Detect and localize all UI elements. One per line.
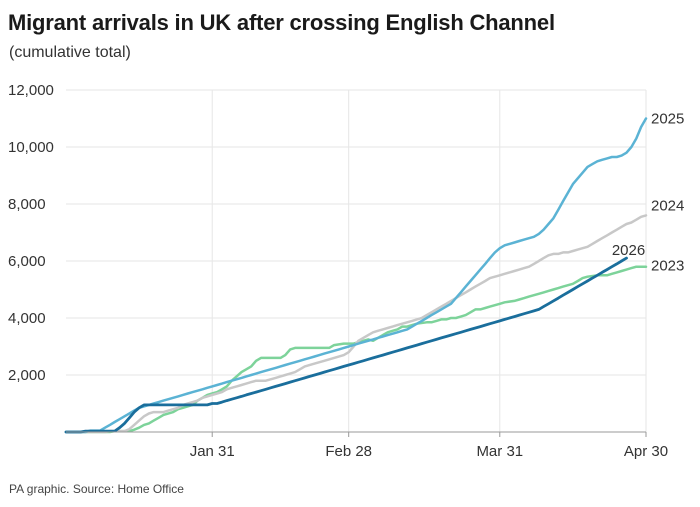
x-tick-label: Feb 28	[325, 443, 372, 460]
x-tick-label: Jan 31	[190, 443, 235, 460]
series-line-2024	[64, 214, 648, 434]
series-line-2026	[64, 256, 628, 434]
series-lines	[64, 117, 648, 434]
series-labels: 2023 2024 2025 2026	[612, 111, 685, 275]
chart-title: Migrant arrivals in UK after crossing En…	[8, 10, 555, 35]
source-note: PA graphic. Source: Home Office	[9, 482, 184, 496]
x-tick-label: Mar 31	[476, 443, 523, 460]
series-label-2026: 2026	[612, 242, 645, 259]
y-tick-label: 4,000	[8, 310, 46, 327]
y-tick-label: 2,000	[8, 367, 46, 384]
x-tick-label: Apr 30	[624, 443, 668, 460]
series-line-2025	[64, 117, 648, 434]
series-label-2023: 2023	[651, 258, 684, 275]
y-tick-label: 10,000	[8, 139, 54, 156]
series-line-2023	[64, 265, 648, 434]
axes: 2,000 4,000 6,000 8,000 10,000 12,000 Jan 31 Fe…	[8, 82, 668, 460]
chart-subtitle: (cumulative total)	[9, 44, 131, 61]
y-tick-label: 12,000	[8, 82, 54, 99]
series-label-2025: 2025	[651, 111, 684, 128]
y-tick-label: 8,000	[8, 196, 46, 213]
y-tick-label: 6,000	[8, 253, 46, 270]
gridlines	[66, 89, 647, 432]
series-label-2024: 2024	[651, 197, 684, 214]
